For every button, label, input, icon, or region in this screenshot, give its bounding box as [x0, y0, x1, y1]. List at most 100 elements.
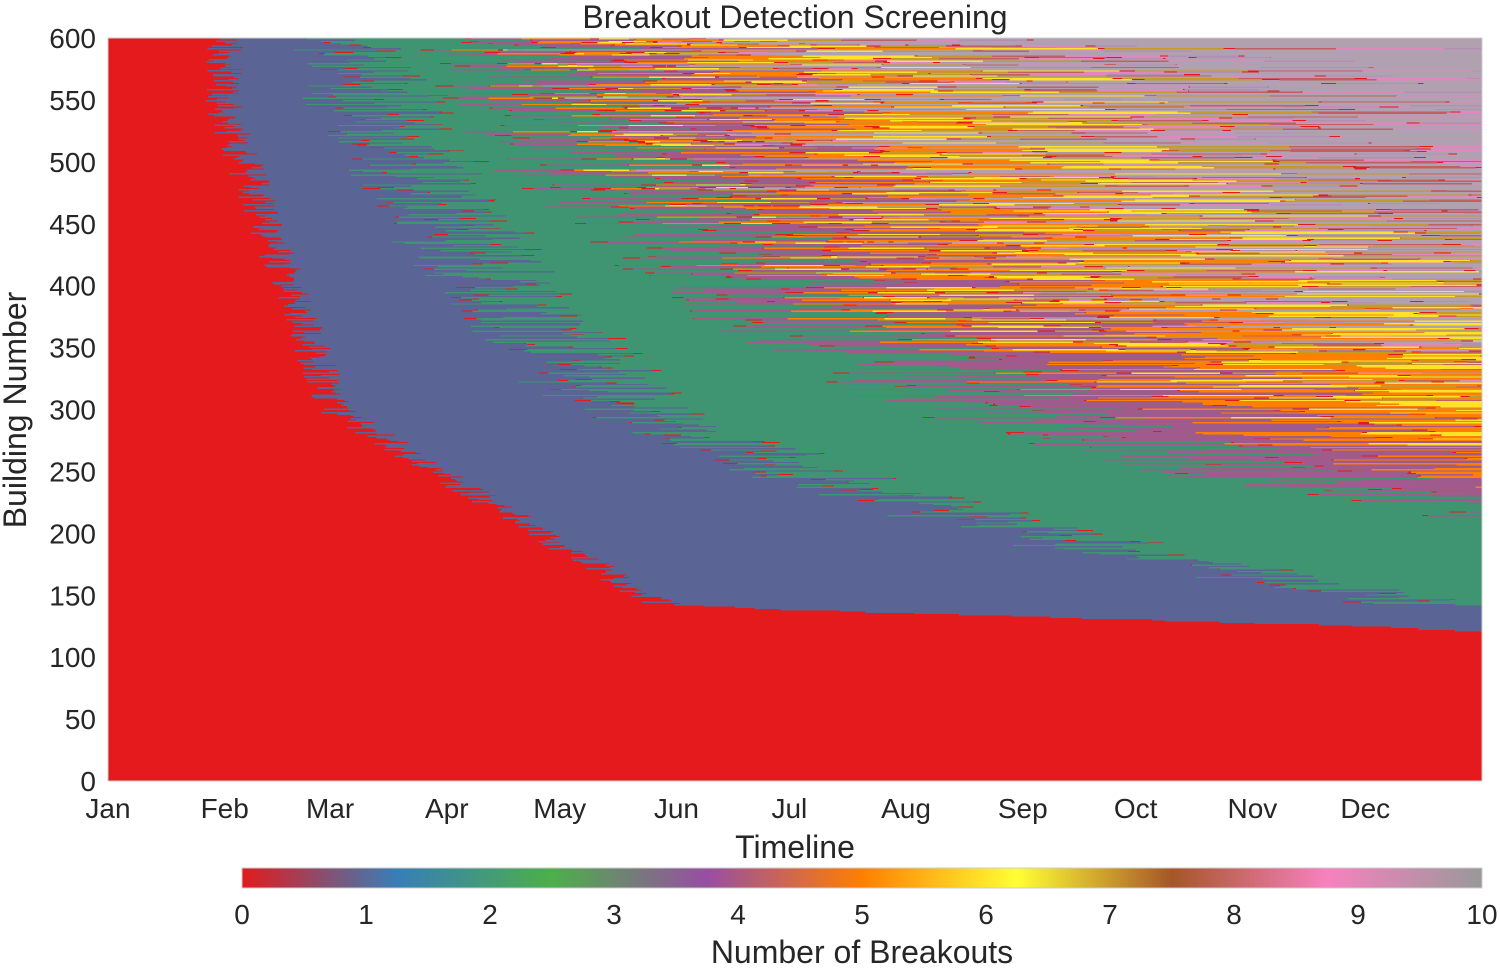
heatmap-cell: [1113, 176, 1209, 179]
heatmap-cell: [801, 299, 890, 301]
heatmap-cell: [855, 128, 1016, 130]
heatmap-cell: [964, 497, 1482, 499]
heatmap-cell: [805, 350, 986, 352]
heatmap-cell: [249, 190, 486, 192]
heatmap-cell: [922, 264, 1482, 267]
heatmap-cell: [874, 46, 949, 49]
heatmap-cell: [971, 73, 1042, 76]
heatmap-cell: [584, 408, 941, 410]
heatmap-cell: [669, 249, 822, 252]
heatmap-cell: [1165, 57, 1482, 60]
heatmap-cell: [649, 54, 708, 56]
heatmap-cell: [1102, 533, 1482, 535]
heatmap-cell: [801, 177, 915, 180]
heatmap-cell: [252, 198, 491, 201]
heatmap-cell: [645, 81, 746, 83]
heatmap-cell: [1064, 98, 1133, 101]
heatmap-cell: [1207, 450, 1482, 452]
heatmap-cell: [1351, 624, 1482, 627]
heatmap-cell: [1121, 200, 1281, 202]
heatmap-cell: [1214, 166, 1353, 169]
heatmap-cell: [706, 429, 1141, 431]
heatmap-cell: [707, 224, 865, 227]
heatmap-cell: [268, 239, 458, 242]
heatmap-cell: [715, 430, 1154, 433]
heatmap-cell: [1247, 113, 1482, 116]
heatmap-cell: [1063, 195, 1190, 197]
heatmap-cell: [799, 137, 1482, 139]
heatmap-cell: [1090, 208, 1245, 211]
heatmap-cell: [1407, 231, 1482, 233]
heatmap-cell: [1064, 218, 1105, 221]
heatmap-cell: [1176, 71, 1242, 73]
heatmap-cell: [817, 226, 905, 228]
heatmap-cell: [899, 216, 1482, 218]
heatmap-cell: [746, 325, 865, 327]
heatmap-cell: [1182, 400, 1359, 403]
heatmap-cell: [256, 153, 429, 155]
heatmap-cell: [217, 104, 418, 107]
heatmap-cell: [675, 420, 1084, 423]
heatmap-cell: [347, 405, 634, 408]
heatmap-cell: [496, 503, 936, 506]
heatmap-cell: [1084, 260, 1269, 263]
heatmap-cell: [449, 150, 706, 153]
heatmap-cell: [692, 143, 725, 145]
heatmap-cell: [1443, 381, 1482, 383]
heatmap-cell: [753, 451, 1187, 454]
heatmap-cell: [415, 122, 659, 124]
heatmap-cell: [787, 39, 860, 41]
heatmap-cell: [732, 196, 884, 199]
heatmap-cell: [560, 186, 637, 189]
heatmap-cell: [1194, 362, 1408, 364]
heatmap-cell: [531, 516, 970, 518]
heatmap-cell: [908, 44, 953, 46]
heatmap-cell: [988, 321, 1096, 324]
heatmap-cell: [649, 76, 715, 78]
heatmap-cell: [1129, 341, 1186, 343]
heatmap-cell: [754, 607, 1482, 610]
heatmap-cell: [269, 184, 378, 186]
heatmap-cell: [840, 264, 860, 267]
heatmap-cell: [693, 239, 843, 242]
heatmap-cell: [1475, 486, 1482, 488]
heatmap-cell: [845, 351, 1033, 353]
heatmap-cell: [1081, 617, 1482, 620]
heatmap-cell: [437, 265, 661, 268]
heatmap-cell: [245, 150, 450, 153]
heatmap-cell: [834, 144, 1482, 147]
heatmap-cell: [248, 175, 407, 177]
heatmap-cell: [854, 394, 1039, 397]
heatmap-cell: [1110, 294, 1171, 296]
heatmap-cell: [1163, 542, 1482, 544]
heatmap-cell: [1418, 476, 1482, 478]
heatmap-cell: [269, 243, 491, 246]
heatmap-cell: [252, 176, 444, 179]
heatmap-cell: [1234, 47, 1340, 50]
heatmap-cell: [1056, 155, 1119, 158]
heatmap-cell: [729, 134, 1482, 137]
heatmap-cell: [870, 73, 970, 76]
heatmap-cell: [1177, 64, 1482, 66]
heatmap-cell: [899, 171, 931, 174]
heatmap-cell: [1239, 278, 1313, 280]
heatmap-cell: [711, 111, 878, 113]
heatmap-cell: [1050, 616, 1482, 618]
heatmap-cell: [300, 268, 424, 270]
heatmap-cell: [1464, 212, 1482, 215]
heatmap-cell: [1175, 330, 1233, 332]
colorbar-tick-label: 0: [234, 899, 250, 930]
heatmap-cell: [783, 171, 853, 174]
x-tick-label: Apr: [425, 793, 469, 824]
heatmap-cell: [246, 151, 390, 154]
heatmap-cell: [1023, 431, 1208, 434]
heatmap-cell: [528, 93, 603, 96]
heatmap-cell: [1135, 239, 1227, 242]
heatmap-cell: [950, 330, 1038, 332]
heatmap-cell: [1297, 351, 1412, 353]
heatmap-cell: [793, 238, 990, 241]
heatmap-cell: [1308, 288, 1411, 290]
heatmap-cell: [737, 242, 809, 244]
heatmap-cell: [571, 551, 1101, 554]
heatmap-cell: [417, 177, 656, 180]
